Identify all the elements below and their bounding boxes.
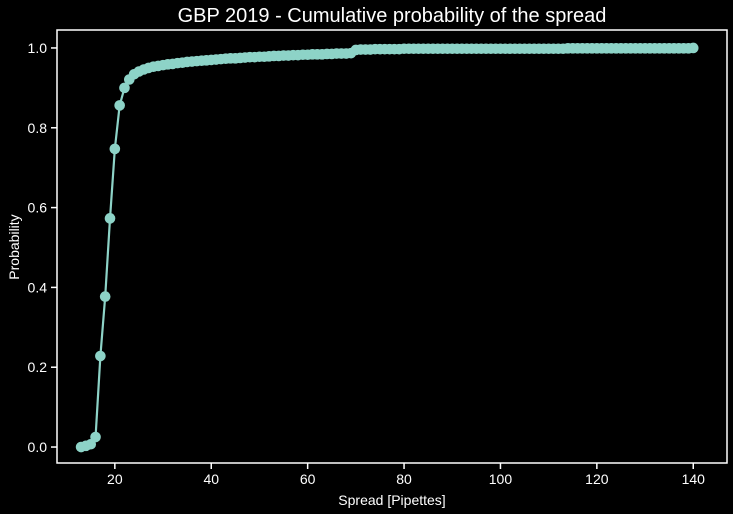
x-tick-label: 40 [203, 471, 219, 487]
y-tick-label: 0.4 [28, 279, 48, 295]
chart-title: GBP 2019 - Cumulative probability of the… [178, 5, 607, 27]
x-tick-label: 140 [682, 471, 706, 487]
axes-frame [56, 29, 728, 464]
data-point [104, 213, 116, 224]
x-tick-label: 100 [489, 471, 513, 487]
data-point [99, 291, 111, 302]
y-tick-label: 0.2 [28, 359, 48, 375]
y-tick-label: 0.8 [28, 120, 48, 136]
data-point [109, 143, 121, 155]
y-tick-label: 0.0 [28, 439, 48, 455]
data-point [114, 100, 125, 111]
y-tick-label: 1.0 [28, 40, 48, 56]
x-tick-label: 80 [396, 471, 412, 487]
x-axis-label: Spread [Pipettes] [338, 492, 445, 508]
data-point [687, 42, 699, 54]
x-tick-label: 60 [300, 471, 316, 487]
x-tick-label: 120 [585, 471, 609, 487]
x-axis: 20 40 60 80 100 120 140 [107, 463, 705, 487]
y-axis: 0.0 0.2 0.4 0.6 0.8 1.0 [28, 40, 57, 455]
data-point [119, 82, 130, 94]
x-tick-label: 20 [107, 471, 123, 487]
series-layer [75, 42, 699, 453]
y-axis-label: Probability [6, 214, 22, 279]
y-tick-label: 0.6 [28, 200, 48, 216]
data-point [95, 350, 106, 362]
data-point [90, 431, 101, 443]
